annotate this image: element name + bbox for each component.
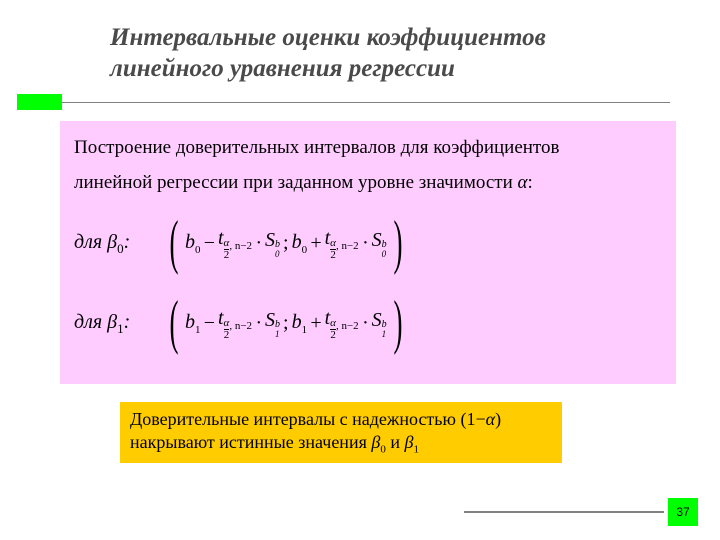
lparen-icon: ( bbox=[169, 301, 178, 343]
note-alpha: α bbox=[486, 409, 495, 429]
label-beta1-colon: : bbox=[124, 311, 131, 333]
f1-plus: + bbox=[309, 312, 323, 335]
f0-S-right: Sb0 bbox=[372, 229, 387, 259]
label-beta0: для β0: bbox=[74, 231, 164, 257]
f1-minus: − bbox=[202, 312, 216, 335]
title-heading: Интервальные оценки коэффициентов линейн… bbox=[110, 22, 680, 85]
label-beta0-prefix: для bbox=[74, 231, 107, 253]
f1-semi: ; bbox=[283, 312, 289, 335]
formula-beta1: ( b1 − tα2, n−2 · Sb1 ; b1 + tα2, n−2 · … bbox=[164, 303, 408, 345]
f0-plus: + bbox=[309, 232, 323, 255]
title-line-1: Интервальные оценки коэффициентов bbox=[110, 24, 546, 51]
rparen-icon: ) bbox=[393, 301, 402, 343]
header-divider bbox=[0, 97, 720, 111]
title-line-2: линейного уравнения регрессии bbox=[110, 55, 455, 82]
f0-S-left: Sb0 bbox=[265, 229, 280, 259]
note-line-1: Доверительные интервалы с надежностью (1… bbox=[130, 408, 552, 431]
f1-dot-left: · bbox=[256, 312, 261, 335]
note-b0: β bbox=[371, 432, 380, 452]
note-mid: и bbox=[386, 432, 405, 452]
formula-row-beta0: для β0: ( b0 − tα2, n−2 · Sb0 ; b0 + tα2… bbox=[74, 212, 660, 276]
label-beta0-colon: : bbox=[124, 231, 131, 253]
f0-b-left: b0 bbox=[185, 231, 201, 256]
f1-t-left: tα2, n−2 bbox=[218, 307, 252, 341]
content-box: Построение доверительных интервалов для … bbox=[60, 121, 676, 384]
page-number-value: 37 bbox=[676, 505, 689, 519]
f0-dot-right: · bbox=[363, 232, 368, 255]
intro-line-1: Построение доверительных интервалов для … bbox=[74, 135, 660, 161]
label-beta1-prefix: для bbox=[74, 311, 107, 333]
f0-t-left: tα2, n−2 bbox=[218, 227, 252, 261]
lparen-icon: ( bbox=[169, 221, 178, 263]
note-b1s: 1 bbox=[413, 444, 419, 456]
rparen-icon: ) bbox=[393, 221, 402, 263]
f0-dot-left: · bbox=[256, 232, 261, 255]
label-beta0-sym: β bbox=[107, 231, 117, 253]
intro-2-colon: : bbox=[528, 172, 533, 193]
note-box: Доверительные интервалы с надежностью (1… bbox=[120, 402, 562, 463]
accent-block bbox=[17, 94, 62, 110]
footer-rule bbox=[464, 511, 664, 513]
formula-beta0: ( b0 − tα2, n−2 · Sb0 ; b0 + tα2, n−2 · … bbox=[164, 223, 408, 265]
f0-b-right: b0 bbox=[292, 231, 308, 256]
f1-b-right: b1 bbox=[292, 311, 308, 336]
f0-minus: − bbox=[202, 232, 216, 255]
page-number: 37 bbox=[668, 498, 698, 526]
slide-title: Интервальные оценки коэффициентов линейн… bbox=[0, 0, 720, 97]
f1-b-left: b1 bbox=[185, 311, 201, 336]
f1-t-right: tα2, n−2 bbox=[325, 307, 359, 341]
f0-t-right: tα2, n−2 bbox=[325, 227, 359, 261]
f0-semi: ; bbox=[283, 232, 289, 255]
f1-S-left: Sb1 bbox=[265, 309, 280, 339]
label-beta1: для β1: bbox=[74, 311, 164, 337]
note-2a: накрывают истинные значения bbox=[130, 432, 371, 452]
f1-dot-right: · bbox=[363, 312, 368, 335]
divider-line bbox=[17, 102, 670, 103]
note-1b: ) bbox=[495, 409, 501, 429]
note-1a: Доверительные интервалы с надежностью (1… bbox=[130, 409, 486, 429]
intro-line-2: линейной регрессии при заданном уровне з… bbox=[74, 170, 660, 196]
note-line-2: накрывают истинные значения β0 и β1 bbox=[130, 431, 552, 457]
f1-S-right: Sb1 bbox=[372, 309, 387, 339]
alpha-symbol: α bbox=[518, 172, 528, 193]
intro-2-text: линейной регрессии при заданном уровне з… bbox=[74, 172, 518, 193]
formula-row-beta1: для β1: ( b1 − tα2, n−2 · Sb1 ; b1 + tα2… bbox=[74, 292, 660, 356]
label-beta1-sym: β bbox=[107, 311, 117, 333]
